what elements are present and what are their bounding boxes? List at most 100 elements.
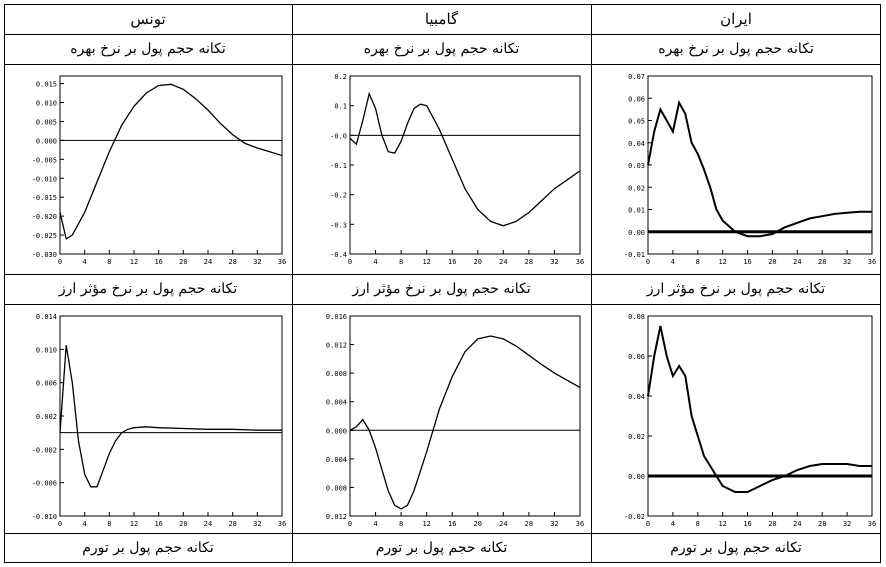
y-tick-label: 0.1 [334,103,347,111]
y-tick-label: 0.06 [628,95,645,103]
chart-tunisia-interest: -0.01 0.00 0.01 0.02 0.03 0.04 0.05 0.06 0.07 0 4 8… [624,73,876,266]
x-tick-label: 36 [576,520,584,528]
y-tick-label: 0.04 [628,393,645,401]
x-tick-label: 32 [550,258,558,266]
y-tick-label: -0.025 [32,232,57,240]
x-tick-label: 4 [373,258,377,266]
y-tick-label: -0.2 [330,192,347,200]
x-tick-label: 4 [83,258,87,266]
x-tick-label: 32 [843,258,851,266]
chart-gambia-interest: -0.4 -0.3 -0.2 -0.1 -0.0 0.1 0.2 0 4 8 12 16 20 24 28 3… [330,73,584,266]
title-iran-exchange: تکانه حجم پول بر نرخ مؤثر ارز [646,281,826,297]
x-tick-label: 32 [253,520,261,528]
x-tick-label: 20 [768,520,776,528]
x-tick-label: 16 [448,258,456,266]
y-tick-label: 0.07 [628,73,645,81]
x-tick-label: 0 [646,258,650,266]
series-line [647,325,872,493]
x-tick-label: 12 [718,258,726,266]
y-tick-label: 0.02 [628,433,645,441]
y-tick-label: -0.015 [32,194,57,202]
title-iran-interest: تکانه حجم پول بر نرخ بهره [658,41,814,57]
y-tick-label: -0.010 [32,513,57,521]
x-tick-label: 20 [179,258,187,266]
x-tick-label: 24 [204,258,212,266]
x-tick-label: 0 [348,520,352,528]
series-line [59,345,282,488]
y-tick-label: -0.1 [330,162,347,170]
y-tick-label: -0.3 [330,221,347,229]
x-tick-label: 0 [58,258,62,266]
y-tick-label: 0.006 [36,380,57,388]
y-tick-label: 0.008 [326,370,347,378]
x-tick-label: 8 [399,520,403,528]
x-tick-label: 8 [107,258,111,266]
y-tick-label: -0.030 [32,251,57,259]
title-iran-inflation: تکانه حجم پول بر تورم [670,540,802,556]
x-tick-label: 36 [278,258,286,266]
y-tick-label: 0.008 [326,484,347,492]
x-tick-label: 16 [154,258,162,266]
chart-iran-interest: -0.030 -0.025 -0.020 -0.015 -0.010 -0.005 0.00… [32,75,286,266]
x-tick-label: 16 [154,520,162,528]
title-gambia-interest: تکانه حجم پول بر نرخ بهره [363,41,520,57]
y-tick-label: 0.004 [326,399,347,407]
y-tick-label: -0.4 [330,251,347,259]
y-tick-label: -0.002 [32,446,57,454]
series-line [59,83,283,240]
header-tunisia: تونس [130,10,166,28]
x-tick-label: 0 [348,258,352,266]
y-tick-label: 0.012 [326,342,347,350]
title-gambia-inflation: تکانه حجم پول بر تورم [375,540,508,556]
x-tick-label: 16 [743,258,751,266]
x-tick-label: 4 [373,520,377,528]
y-tick-label: 0.00 [628,229,645,237]
y-tick-label: 0.004 [326,456,347,464]
x-tick-label: 16 [743,520,751,528]
x-tick-label: 36 [576,258,584,266]
x-tick-label: 20 [474,520,482,528]
y-tick-label: 0.000 [326,427,347,435]
series-line [647,99,872,238]
y-tick-label: 0.005 [36,118,57,126]
x-tick-label: 20 [768,258,776,266]
x-tick-label: 8 [399,258,403,266]
x-tick-label: 36 [278,520,286,528]
plot-frame [59,75,283,255]
x-tick-label: 4 [83,520,87,528]
x-tick-label: 24 [793,258,801,266]
y-tick-label: -0.006 [32,480,57,488]
y-tick-label: 0.010 [36,100,57,108]
y-tick-label: 0.2 [334,73,347,81]
x-tick-label: 24 [499,520,507,528]
y-tick-label: 0.015 [36,81,57,89]
x-tick-label: 36 [868,258,876,266]
x-tick-label: 12 [718,520,726,528]
y-tick-label: 0.04 [628,140,645,148]
plot-frame [647,75,873,255]
chart-gambia-exchange: 0.012 0.008 0.004 0.000 0.004 0.008 0.012 0.016… [326,313,584,528]
title-tunisia-inflation: تکانه حجم پول بر تورم [82,540,214,556]
x-tick-label: 32 [550,520,558,528]
y-tick-label: 0.01 [628,207,645,215]
x-tick-label: 12 [422,520,430,528]
x-tick-label: 28 [525,258,533,266]
x-tick-label: 20 [179,520,187,528]
x-tick-label: 20 [474,258,482,266]
y-tick-label: 0.02 [628,184,645,192]
x-tick-label: 8 [696,520,700,528]
x-tick-label: 12 [130,520,138,528]
y-tick-label: 0.002 [36,413,57,421]
plot-frame [349,315,581,517]
y-tick-label: -0.02 [624,513,645,521]
header-iran: ایران [720,10,752,28]
y-tick-label: -0.01 [624,251,645,259]
plot-frame [647,315,873,517]
y-tick-label: 0.00 [628,473,645,481]
title-gambia-exchange: تکانه حجم پول بر نرخ مؤثر ارز [352,281,531,297]
y-tick-label: 0.05 [628,118,645,126]
x-tick-label: 28 [818,520,826,528]
y-tick-label: 0.000 [36,137,57,145]
y-tick-label: -0.020 [32,213,57,221]
x-tick-label: 36 [868,520,876,528]
